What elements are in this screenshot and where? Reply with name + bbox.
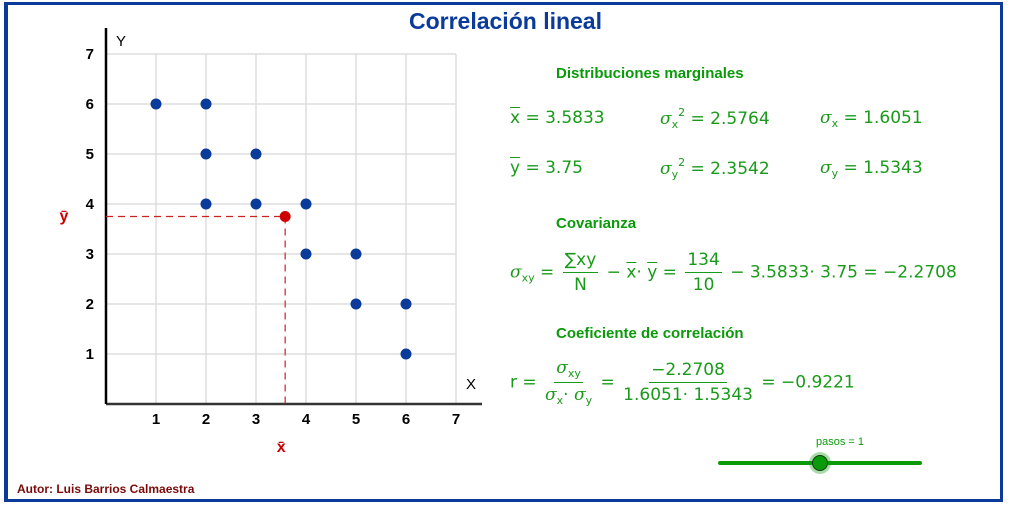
data-point	[150, 98, 162, 110]
svg-text:1: 1	[86, 346, 94, 363]
applet-frame	[4, 2, 1003, 502]
svg-text:x̄: x̄	[277, 439, 286, 456]
tick-labels: 1 2 3 4 5 6 7 1 2 3 4 5 6 7	[86, 46, 461, 428]
grid	[106, 53, 457, 404]
covariance-formula: σxy = ∑xy N − x· y = 134 10 − 3.5833· 3.75…	[510, 250, 957, 295]
data-point	[300, 248, 312, 260]
data-point	[400, 298, 412, 310]
y-mean: y = 3.75	[510, 158, 583, 178]
correlation-formula: r = σxy σx· σy = −2.2708 1.6051· 1.5343 = …	[510, 358, 855, 407]
x-variance: σx2 = 2.5764	[660, 106, 770, 131]
data-points	[150, 98, 412, 360]
data-point	[350, 298, 362, 310]
svg-text:ȳ: ȳ	[60, 208, 69, 225]
axes: XY	[104, 28, 482, 406]
data-point	[400, 348, 412, 360]
y-std: σy = 1.5343	[820, 158, 923, 180]
svg-text:6: 6	[402, 411, 410, 428]
svg-text:5: 5	[352, 411, 360, 428]
y-variance: σy2 = 2.3542	[660, 156, 770, 181]
svg-text:7: 7	[452, 411, 460, 428]
section-title-covariance: Covarianza	[556, 215, 637, 232]
slider-label: pasos = 1	[815, 436, 864, 448]
data-point	[200, 198, 212, 210]
svg-text:X: X	[466, 376, 476, 393]
svg-text:2: 2	[86, 296, 94, 313]
data-point	[350, 248, 362, 260]
x-mean: x = 3.5833	[510, 108, 605, 128]
data-point	[250, 148, 262, 160]
steps-slider-thumb[interactable]	[812, 455, 828, 471]
svg-text:7: 7	[86, 46, 94, 63]
data-point	[200, 148, 212, 160]
data-point	[200, 98, 212, 110]
section-title-marginal: Distribuciones marginales	[556, 65, 744, 82]
svg-text:6: 6	[86, 96, 94, 113]
svg-text:2: 2	[202, 411, 210, 428]
mean-guides: x̄ ȳ	[60, 208, 286, 456]
svg-text:1: 1	[152, 411, 160, 428]
data-point	[250, 198, 262, 210]
mean-point	[279, 211, 291, 222]
svg-text:4: 4	[86, 196, 95, 213]
data-point	[300, 198, 312, 210]
svg-text:4: 4	[302, 411, 311, 428]
svg-text:3: 3	[86, 246, 94, 263]
author-credit: Autor: Luis Barrios Calmaestra	[17, 482, 195, 496]
x-std: σx = 1.6051	[820, 108, 923, 130]
svg-text:3: 3	[252, 411, 260, 428]
svg-text:Y: Y	[116, 33, 126, 50]
section-title-correlation: Coeficiente de correlación	[556, 325, 744, 342]
svg-text:5: 5	[86, 146, 94, 163]
page-title: Correlación lineal	[408, 8, 602, 34]
